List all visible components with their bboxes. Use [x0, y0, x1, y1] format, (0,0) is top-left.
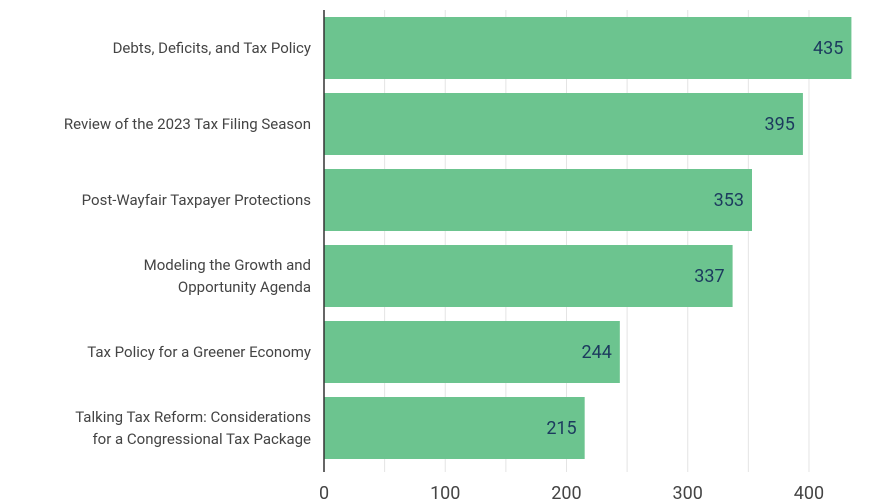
- y-tick-label: Debts, Deficits, and Tax Policy: [112, 39, 311, 57]
- x-tick-label: 400: [794, 483, 824, 504]
- value-label: 337: [694, 266, 724, 287]
- y-tick-label: Talking Tax Reform: Considerations for a…: [75, 408, 311, 448]
- bar: [324, 169, 752, 231]
- bar: [324, 321, 620, 383]
- x-tick-label: 300: [673, 483, 703, 504]
- bar: [324, 93, 803, 155]
- value-label: 215: [546, 418, 576, 439]
- y-tick-label: Modeling the Growth and Opportunity Agen…: [143, 256, 311, 296]
- value-label: 395: [765, 114, 795, 135]
- y-tick-label: Review of the 2023 Tax Filing Season: [63, 115, 311, 133]
- bar: [324, 245, 733, 307]
- y-tick-label: Tax Policy for a Greener Economy: [87, 343, 311, 361]
- bar: [324, 397, 585, 459]
- bar: [324, 17, 852, 79]
- value-label: 435: [813, 38, 843, 59]
- value-label: 244: [581, 342, 611, 363]
- x-tick-label: 100: [430, 483, 460, 504]
- x-tick-label: 200: [551, 483, 581, 504]
- value-label: 353: [714, 190, 744, 211]
- y-tick-label: Post-Wayfair Taxpayer Protections: [81, 191, 311, 209]
- x-tick-label: 0: [319, 483, 329, 504]
